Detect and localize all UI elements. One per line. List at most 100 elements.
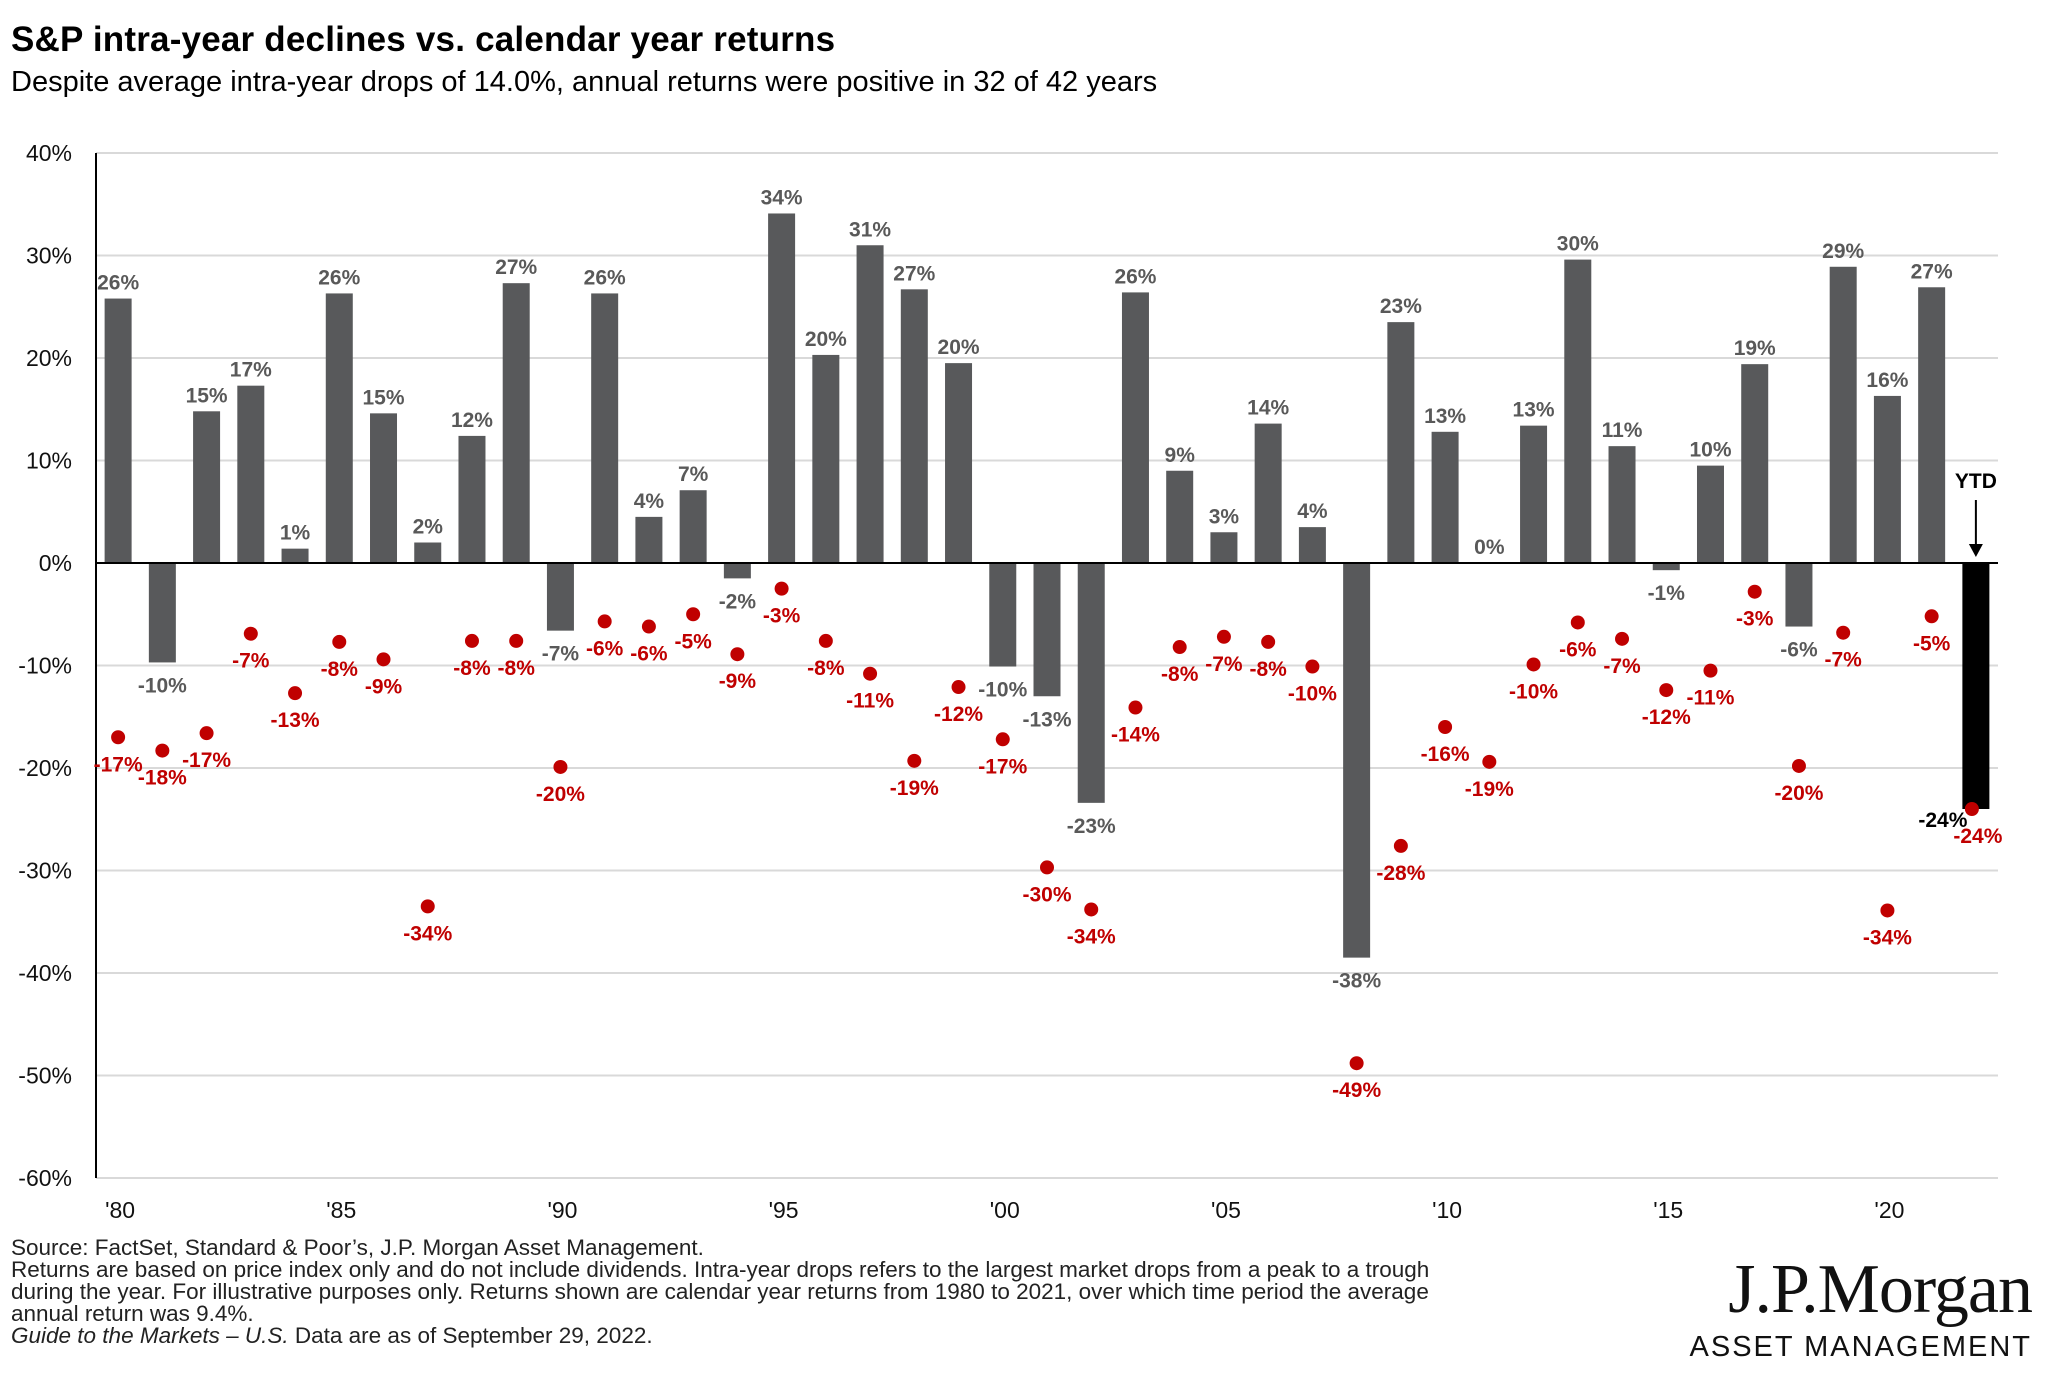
return-label: 27% [495, 256, 537, 279]
return-bar [1387, 322, 1415, 563]
x-tick-label: '85 [326, 1197, 356, 1223]
intra-year-drop-dot [1964, 802, 1979, 816]
return-bar [281, 548, 309, 563]
return-bar [193, 411, 221, 563]
intra-year-drop-label: -7% [1603, 655, 1641, 678]
intra-year-drop-dot [376, 652, 391, 667]
return-label: 26% [97, 272, 139, 295]
intra-year-drop-label: -34% [1863, 926, 1912, 949]
return-bar [1829, 266, 1857, 563]
intra-year-drop-dot [1084, 902, 1099, 917]
intra-year-drop-label: -16% [1421, 743, 1470, 766]
return-label: -1% [1648, 582, 1686, 605]
return-bar [1121, 292, 1149, 563]
x-tick-label: '00 [990, 1197, 1020, 1223]
intra-year-drop-label: -10% [1288, 683, 1337, 706]
return-label: 29% [1822, 240, 1864, 263]
return-bar [723, 563, 751, 579]
intra-year-drop-label: -34% [1067, 925, 1116, 948]
intra-year-drop-label: -6% [1559, 638, 1597, 661]
intra-year-drop-dot [1791, 758, 1806, 773]
return-label: 0% [1474, 536, 1505, 559]
intra-year-drop-dot [1482, 754, 1497, 769]
intra-year-drop-dot [553, 759, 568, 774]
return-bar [1785, 563, 1813, 627]
chart-subtitle: Despite average intra-year drops of 14.0… [11, 66, 1158, 98]
guide-date: Data are as of September 29, 2022. [288, 1323, 653, 1348]
intra-year-drop-dot [420, 899, 435, 914]
return-label: -10% [138, 674, 187, 697]
intra-year-drop-label: -7% [1825, 649, 1863, 672]
return-bar [1343, 563, 1371, 958]
intra-year-drop-label: -19% [890, 777, 939, 800]
intra-year-drop-label: -8% [1249, 658, 1287, 681]
intra-year-drop-label: -8% [453, 657, 491, 680]
intra-year-drop-label: -17% [94, 753, 143, 776]
x-tick-label: '80 [105, 1197, 135, 1223]
return-bar [1962, 563, 1990, 809]
return-label: 23% [1380, 295, 1422, 318]
return-bar [679, 490, 707, 563]
intra-year-drop-label: -17% [182, 749, 231, 772]
intra-year-drop-dot [1703, 663, 1718, 678]
y-tick-label: -30% [18, 858, 72, 884]
return-bar [635, 516, 663, 563]
intra-year-drop-dot [1172, 640, 1187, 655]
y-tick-label: -60% [18, 1165, 72, 1191]
intra-year-drop-dot [1261, 634, 1276, 649]
return-label: 15% [186, 384, 228, 407]
return-label: -13% [1022, 708, 1071, 731]
guide-title: Guide to the Markets – U.S. [11, 1323, 289, 1348]
intra-year-drop-label: -14% [1111, 724, 1160, 747]
logo-brand: J.P.Morgan [1728, 1251, 2033, 1328]
return-label: -10% [978, 679, 1027, 702]
y-tick-label: -10% [18, 653, 72, 679]
intra-year-drop-dot [509, 633, 524, 648]
y-tick-label: 0% [39, 550, 72, 576]
returns-chart: 40% 30% 20% 10% 0% -10% -20% -30% -40% -50% -60% 26… [18, 140, 2002, 1223]
intra-year-drop-label: -13% [271, 709, 320, 732]
intra-year-drop-label: -11% [1687, 687, 1735, 710]
return-label: 17% [230, 359, 272, 382]
intra-year-drop-dot [1880, 903, 1895, 918]
intra-year-drop-dot [1305, 659, 1320, 674]
return-bar [1652, 563, 1680, 571]
intra-year-drop-label: -5% [1913, 632, 1951, 655]
return-bar [1918, 287, 1946, 563]
intra-year-drop-label: -20% [536, 783, 585, 806]
intra-year-drop-label: -8% [321, 658, 359, 681]
return-label: 3% [1209, 505, 1240, 528]
return-label: 19% [1734, 337, 1776, 360]
intra-year-drop-dot [1349, 1056, 1364, 1071]
y-tick-label: 30% [26, 243, 72, 269]
intra-year-drop-label: -5% [674, 630, 712, 653]
return-bar [1520, 425, 1548, 563]
x-tick-label: '10 [1432, 1197, 1462, 1223]
return-label: 20% [805, 328, 847, 351]
intra-year-drop-dot [1526, 657, 1541, 672]
intra-year-drop-label: -12% [1642, 706, 1691, 729]
jpmorgan-logo: J.P.Morgan ASSET MANAGEMENT [1690, 1251, 2033, 1364]
methodology-note-3: annual return was 9.4%. [11, 1301, 254, 1326]
return-bar [1033, 563, 1061, 697]
return-label: 11% [1602, 419, 1643, 442]
ytd-return-label: -24% [1918, 809, 1967, 832]
return-label: 30% [1557, 233, 1599, 256]
return-bar [1431, 431, 1459, 563]
intra-year-drop-dot [641, 619, 656, 634]
return-label: 4% [1297, 500, 1328, 523]
return-label: 20% [938, 336, 980, 359]
x-tick-label: '15 [1653, 1197, 1683, 1223]
intra-year-drop-dot [243, 626, 258, 641]
return-bar [325, 293, 353, 563]
return-bar [768, 213, 796, 563]
intra-year-drop-label: -3% [1736, 608, 1774, 631]
intra-year-drop-label: -8% [807, 657, 845, 680]
intra-year-drop-label: -7% [1205, 653, 1243, 676]
return-label: 16% [1866, 369, 1908, 392]
return-label: 9% [1165, 444, 1196, 467]
intra-year-drop-dot [863, 666, 878, 681]
ytd-arrow-head [1968, 544, 1983, 557]
return-label: 4% [634, 490, 665, 513]
return-bar [1254, 423, 1282, 563]
